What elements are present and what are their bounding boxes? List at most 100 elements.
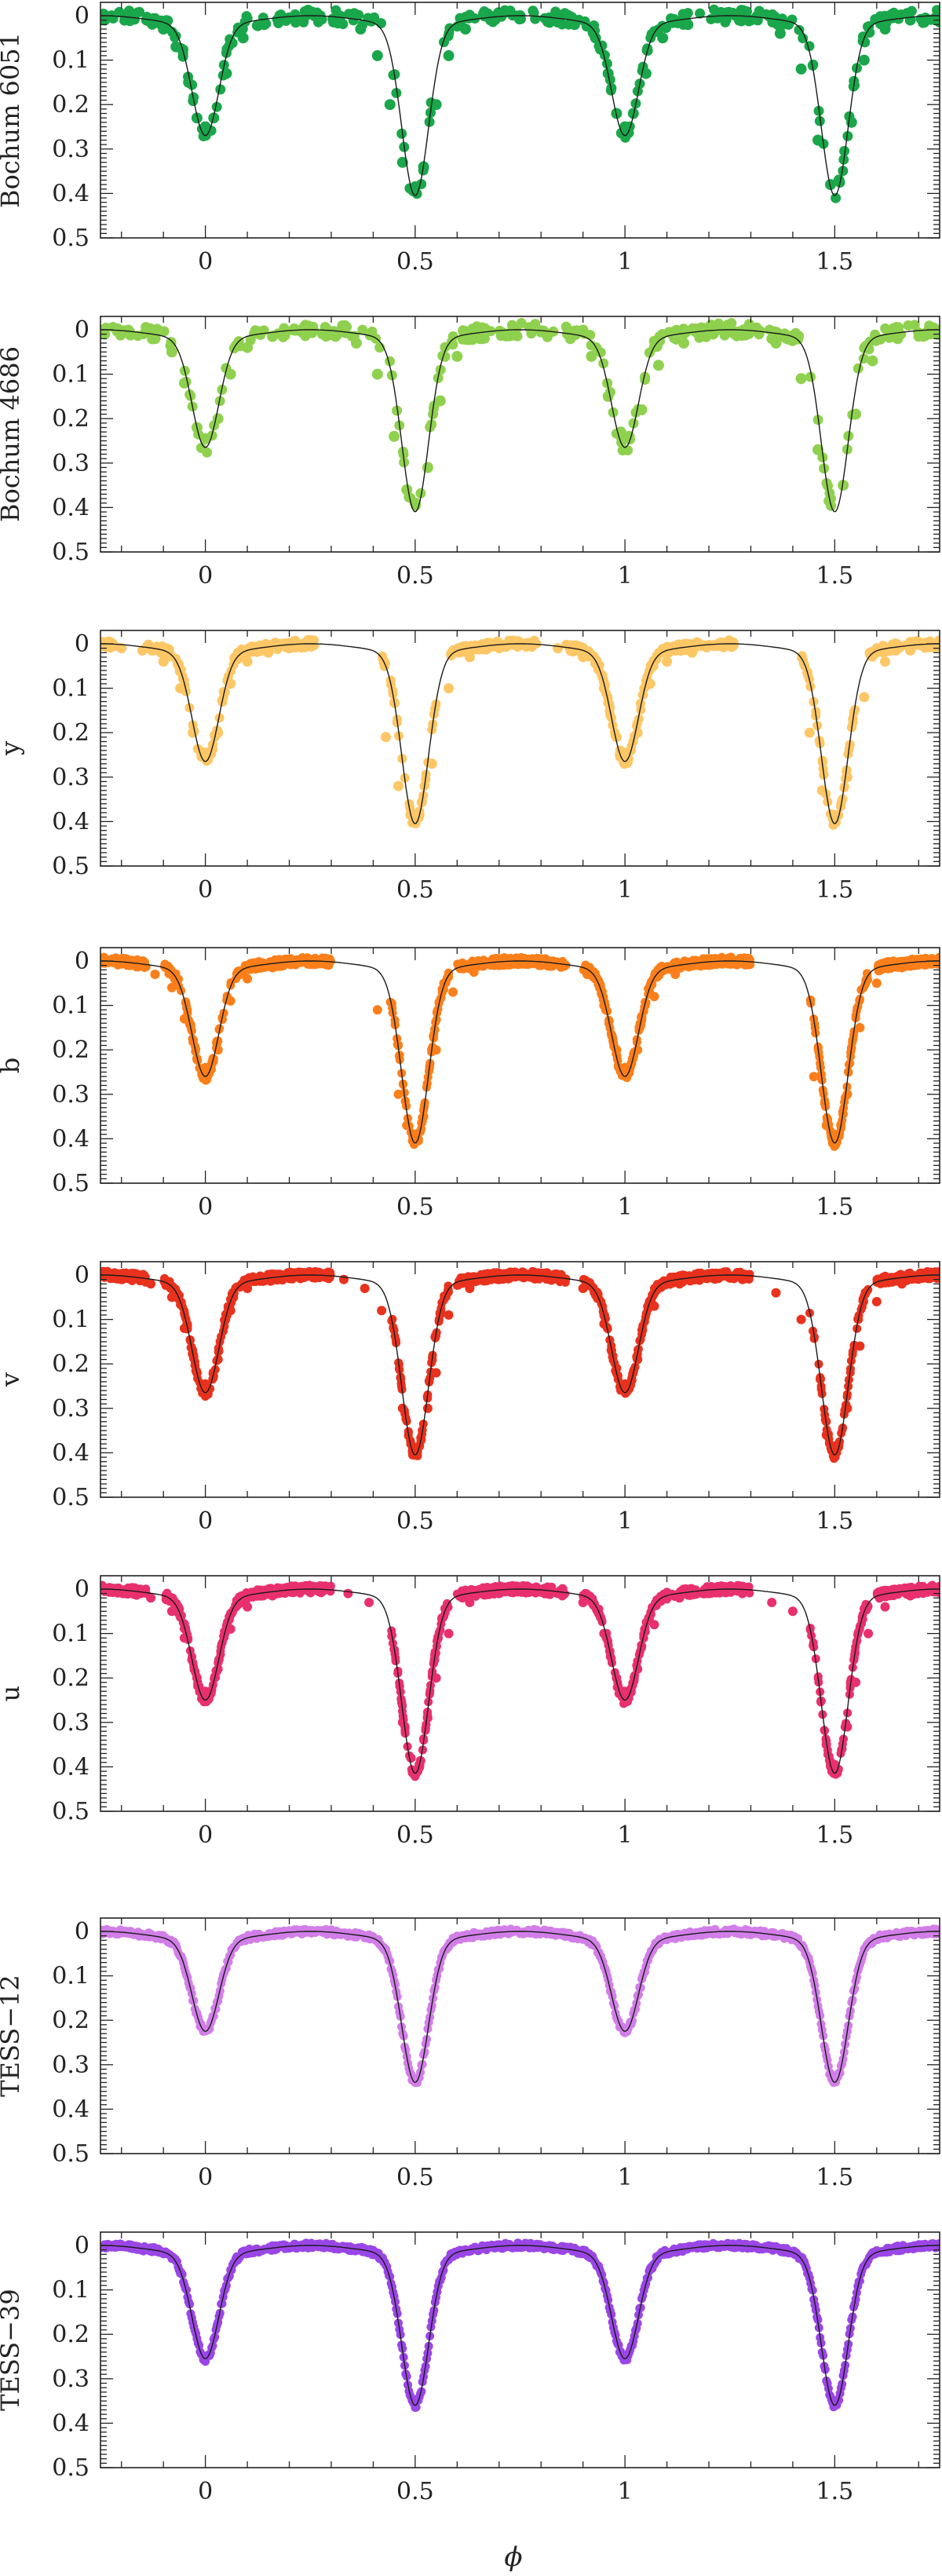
data-point bbox=[393, 780, 403, 791]
data-point bbox=[138, 329, 149, 340]
data-point bbox=[632, 727, 643, 738]
x-tick-label: 0.5 bbox=[396, 1193, 434, 1221]
data-point bbox=[560, 1277, 570, 1287]
data-point bbox=[544, 1270, 553, 1280]
data-point bbox=[819, 463, 830, 474]
x-tick-label: 1 bbox=[618, 1507, 633, 1535]
data-point bbox=[376, 18, 386, 29]
data-point bbox=[120, 12, 132, 24]
plot-frame bbox=[100, 316, 940, 553]
data-point bbox=[293, 958, 303, 968]
data-point bbox=[915, 13, 926, 24]
data-point bbox=[783, 334, 794, 345]
data-point bbox=[213, 1354, 223, 1365]
data-point bbox=[855, 1022, 865, 1032]
data-point bbox=[296, 326, 308, 338]
data-point bbox=[188, 727, 199, 738]
data-point bbox=[464, 652, 475, 663]
data-point bbox=[560, 321, 571, 332]
x-tick-label: 0 bbox=[198, 1193, 213, 1221]
data-point bbox=[431, 1045, 441, 1055]
data-point bbox=[409, 497, 421, 509]
data-point bbox=[326, 328, 337, 340]
x-tick-label: 1 bbox=[618, 562, 633, 590]
data-point bbox=[225, 368, 236, 380]
data-point bbox=[930, 1272, 940, 1282]
data-point bbox=[904, 14, 916, 26]
y-tick-label: 0.3 bbox=[52, 764, 89, 791]
data-point bbox=[528, 321, 539, 332]
data-point bbox=[202, 1072, 211, 1082]
data-point bbox=[391, 88, 402, 98]
data-point bbox=[146, 1279, 156, 1289]
data-point bbox=[842, 130, 853, 141]
data-point bbox=[434, 997, 444, 1007]
x-tick-label: 0.5 bbox=[396, 248, 434, 276]
data-point bbox=[682, 19, 694, 31]
data-point bbox=[678, 338, 689, 349]
y-tick-label: 0.2 bbox=[52, 405, 89, 433]
data-point bbox=[830, 1441, 840, 1451]
data-point bbox=[812, 134, 823, 146]
data-point bbox=[221, 68, 232, 79]
data-point bbox=[422, 1403, 433, 1413]
data-point bbox=[880, 656, 890, 667]
data-point bbox=[385, 675, 396, 685]
data-point bbox=[166, 982, 177, 992]
data-point bbox=[385, 356, 396, 367]
data-point bbox=[619, 747, 630, 758]
data-point bbox=[657, 32, 669, 44]
data-point bbox=[268, 1274, 278, 1284]
data-point bbox=[444, 969, 453, 978]
data-point bbox=[805, 371, 816, 382]
data-point bbox=[506, 326, 517, 338]
data-point bbox=[872, 643, 882, 653]
data-point bbox=[149, 333, 161, 345]
data-point bbox=[468, 644, 478, 653]
x-tick-label: 1.5 bbox=[816, 562, 854, 590]
data-point bbox=[476, 333, 488, 345]
data-point bbox=[649, 992, 659, 1002]
data-point bbox=[831, 192, 842, 203]
data-point bbox=[809, 1334, 819, 1343]
data-point bbox=[681, 327, 692, 338]
data-point bbox=[434, 395, 446, 407]
data-point bbox=[804, 727, 815, 738]
data-point bbox=[202, 447, 213, 458]
data-point bbox=[313, 1272, 323, 1282]
data-point bbox=[795, 63, 807, 75]
data-point bbox=[843, 430, 854, 441]
data-point bbox=[243, 974, 253, 984]
panel-1: 0 0.5 1 1.5 0 0.1 0.2 0.3 0.4 0.5 Bochum 6051 bbox=[0, 2, 940, 276]
data-point bbox=[137, 645, 148, 656]
data-point bbox=[207, 1057, 217, 1066]
data-point bbox=[181, 997, 191, 1007]
y-tick-label: 0.3 bbox=[52, 136, 89, 163]
y-tick-label: 0.4 bbox=[52, 494, 89, 521]
data-point bbox=[274, 955, 283, 964]
y-tick-label: 0.2 bbox=[52, 91, 89, 119]
data-point bbox=[774, 27, 786, 39]
data-point bbox=[856, 1305, 866, 1314]
y-tick-label: 0.1 bbox=[52, 361, 89, 389]
data-point bbox=[267, 331, 279, 342]
data-point bbox=[905, 645, 916, 656]
plot-area bbox=[100, 1580, 940, 1781]
data-point bbox=[339, 1274, 349, 1284]
data-point bbox=[767, 9, 778, 20]
data-point bbox=[166, 1292, 177, 1303]
data-point bbox=[590, 658, 601, 668]
data-point bbox=[816, 785, 827, 796]
data-point bbox=[654, 971, 663, 981]
data-point bbox=[439, 37, 449, 48]
x-tick-label: 1.5 bbox=[816, 248, 854, 276]
model-curve bbox=[100, 960, 940, 1144]
data-point bbox=[220, 687, 230, 697]
data-point bbox=[825, 493, 836, 505]
data-point bbox=[619, 121, 631, 133]
data-point bbox=[582, 970, 592, 979]
data-point bbox=[159, 326, 170, 337]
data-point bbox=[725, 958, 735, 968]
data-point bbox=[231, 341, 242, 352]
